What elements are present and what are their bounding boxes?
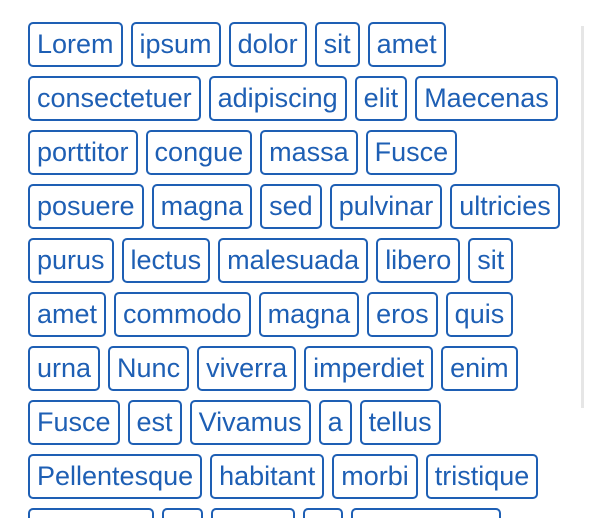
tag-chip[interactable]: sed: [260, 184, 322, 229]
tag-chip[interactable]: sit: [314, 22, 360, 67]
tag-chip[interactable]: enim: [441, 346, 518, 391]
tag-chip[interactable]: Lorem: [28, 22, 123, 67]
tag-chip[interactable]: et: [302, 508, 344, 518]
tag-chip[interactable]: Pellentesque: [28, 454, 203, 499]
tag-chip[interactable]: a: [318, 400, 352, 445]
tag-chip[interactable]: imperdiet: [304, 346, 434, 391]
tag-chip[interactable]: ultricies: [450, 184, 560, 229]
tag-chip[interactable]: purus: [28, 238, 114, 283]
tag-chip[interactable]: posuere: [28, 184, 144, 229]
tag-chip[interactable]: malesuada: [351, 508, 502, 518]
tag-chip[interactable]: senectus: [28, 508, 155, 518]
tag-chip[interactable]: massa: [260, 130, 358, 175]
tag-chip[interactable]: habitant: [210, 454, 325, 499]
tag-chip[interactable]: Maecenas: [415, 76, 558, 121]
tag-chip[interactable]: lectus: [121, 238, 211, 283]
tag-chip[interactable]: malesuada: [218, 238, 369, 283]
tag-chip[interactable]: Fusce: [28, 400, 120, 445]
tag-chip[interactable]: et: [162, 508, 203, 518]
tag-chip[interactable]: pulvinar: [329, 184, 443, 229]
tag-list: Lorem ipsum dolor sit amet consectetuer adipis…: [28, 22, 576, 518]
tag-chip[interactable]: Fusce: [365, 130, 458, 175]
tag-chip[interactable]: elit: [354, 76, 408, 121]
tag-chip[interactable]: quis: [445, 292, 514, 337]
tag-chip[interactable]: est: [127, 400, 182, 445]
tag-chip[interactable]: eros: [367, 292, 438, 337]
tag-chip[interactable]: urna: [28, 346, 101, 391]
tag-chip[interactable]: porttitor: [28, 130, 138, 175]
tag-chip[interactable]: netus: [210, 508, 295, 518]
tag-chip[interactable]: ipsum: [130, 22, 221, 67]
tag-chip[interactable]: sit: [468, 238, 514, 283]
tag-chip[interactable]: consectetuer: [28, 76, 201, 121]
tag-chip[interactable]: commodo: [114, 292, 251, 337]
tag-chip[interactable]: tellus: [359, 400, 441, 445]
tag-chip[interactable]: congue: [145, 130, 253, 175]
tag-chip[interactable]: amet: [367, 22, 446, 67]
tag-chip[interactable]: morbi: [332, 454, 418, 499]
tag-chip[interactable]: libero: [376, 238, 461, 283]
tag-chip[interactable]: Vivamus: [189, 400, 311, 445]
tag-chip[interactable]: dolor: [228, 22, 307, 67]
tag-chip[interactable]: amet: [28, 292, 107, 337]
tag-chip[interactable]: adipiscing: [208, 76, 347, 121]
tag-chip[interactable]: Nunc: [108, 346, 190, 391]
tag-chip[interactable]: tristique: [425, 454, 539, 499]
tag-chip[interactable]: magna: [258, 292, 360, 337]
tag-chip[interactable]: viverra: [197, 346, 297, 391]
vertical-scrollbar[interactable]: [581, 26, 584, 408]
tag-chip[interactable]: magna: [151, 184, 253, 229]
